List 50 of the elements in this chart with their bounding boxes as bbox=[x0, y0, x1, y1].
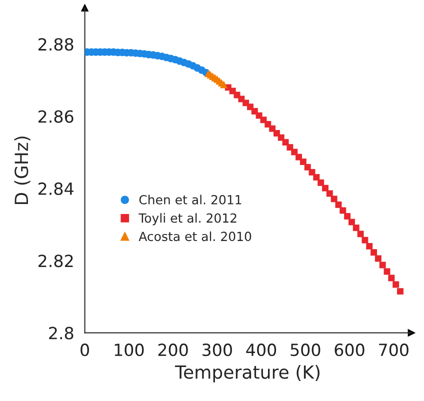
legend-label: Chen et al. 2011 bbox=[139, 194, 242, 204]
legend-label: Acosta et al. 2010 bbox=[138, 231, 252, 242]
y-axis-title: D (GHz) bbox=[14, 136, 30, 204]
point bbox=[296, 154, 302, 160]
y-tick-label: 2.8 bbox=[49, 326, 74, 340]
point bbox=[397, 288, 404, 295]
point bbox=[344, 213, 351, 220]
point bbox=[384, 268, 390, 275]
point bbox=[335, 201, 342, 208]
point bbox=[304, 164, 311, 170]
point bbox=[286, 144, 294, 151]
x-tick-label: 600 bbox=[334, 344, 364, 356]
point bbox=[273, 130, 280, 136]
point bbox=[388, 274, 395, 282]
x-tick-label: 100 bbox=[114, 344, 144, 356]
x-tick-label: 500 bbox=[290, 344, 320, 356]
point bbox=[357, 230, 364, 238]
point bbox=[300, 158, 306, 165]
x-tick-label: 300 bbox=[202, 344, 232, 356]
x-tick-label: 700 bbox=[379, 344, 408, 356]
y-tick-label: 2.86 bbox=[38, 110, 74, 123]
y-tick-label: 2.88 bbox=[38, 38, 74, 51]
point bbox=[348, 218, 355, 226]
legend-label: Toyli et al. 2012 bbox=[138, 213, 236, 226]
y-tick-label: 2.84 bbox=[38, 182, 74, 196]
point bbox=[282, 139, 289, 146]
point bbox=[264, 121, 272, 128]
y-tick-label: 2.82 bbox=[38, 254, 73, 268]
point bbox=[370, 249, 378, 256]
point bbox=[326, 190, 333, 197]
x-tick-label: 0 bbox=[80, 344, 89, 356]
point bbox=[220, 80, 228, 88]
point bbox=[379, 262, 386, 268]
point bbox=[322, 184, 328, 192]
point bbox=[278, 134, 284, 141]
x-tick-label: 200 bbox=[158, 344, 188, 356]
point bbox=[251, 108, 258, 114]
x-tick-label: 400 bbox=[246, 344, 276, 356]
point bbox=[269, 125, 276, 132]
point bbox=[362, 236, 368, 244]
point bbox=[366, 242, 373, 250]
point bbox=[340, 207, 346, 214]
x-axis-title: Temperature (K) bbox=[174, 364, 320, 382]
point bbox=[247, 104, 254, 110]
point bbox=[392, 281, 400, 288]
point bbox=[313, 174, 320, 181]
point bbox=[318, 179, 324, 186]
point bbox=[374, 255, 382, 262]
point bbox=[330, 196, 338, 202]
point bbox=[352, 224, 360, 232]
